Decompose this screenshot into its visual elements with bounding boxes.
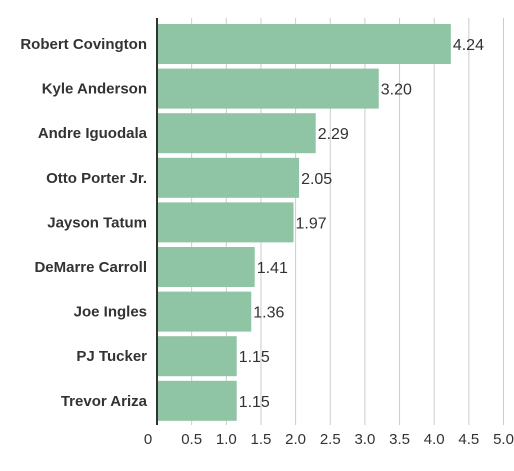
category-label: DeMarre Carroll [34,259,147,276]
bar [157,247,255,287]
data-label: 2.05 [301,171,332,188]
bar [157,291,252,332]
data-label: 1.41 [257,260,288,277]
bar [157,113,316,154]
data-label: 1.36 [253,305,284,322]
bar [157,24,451,64]
data-label: 1.15 [239,394,270,411]
data-label: 2.29 [318,126,349,143]
x-tick-label: 0 [144,431,152,448]
x-tick-label: 3.0 [354,431,375,448]
data-label: 4.24 [453,37,484,54]
data-label: 1.97 [296,215,327,232]
x-tick-label: 5.0 [493,431,514,448]
category-label: Kyle Anderson [42,81,147,98]
category-label: Joe Ingles [74,304,147,321]
category-label: Robert Covington [20,36,147,53]
data-label: 3.20 [381,82,412,99]
category-label: Andre Iguodala [38,125,148,142]
labels: 0 0.5 1.0 1.5 2.0 2.5 3.0 3.5 4.0 4.5 5.0 Robert Co… [20,36,514,448]
bar [157,157,300,198]
x-tick-label: 4.5 [458,431,479,448]
category-label: Otto Porter Jr. [46,170,147,187]
x-tick-label: 3.5 [389,431,410,448]
category-label: Jayson Tatum [47,214,147,231]
x-tick-label: 4.0 [424,431,445,448]
bars [157,24,451,421]
bar [157,202,294,243]
x-tick-label: 2.0 [285,431,306,448]
bar [157,68,379,109]
category-label: PJ Tucker [76,348,147,365]
bar [157,336,237,377]
x-tick-label: 1.0 [216,431,237,448]
x-tick-label: 2.5 [320,431,341,448]
category-label: Trevor Ariza [61,393,148,410]
x-tick-label: 0.5 [181,431,202,448]
bar [157,380,237,421]
x-tick-label: 1.5 [251,431,272,448]
data-label: 1.15 [239,349,270,366]
